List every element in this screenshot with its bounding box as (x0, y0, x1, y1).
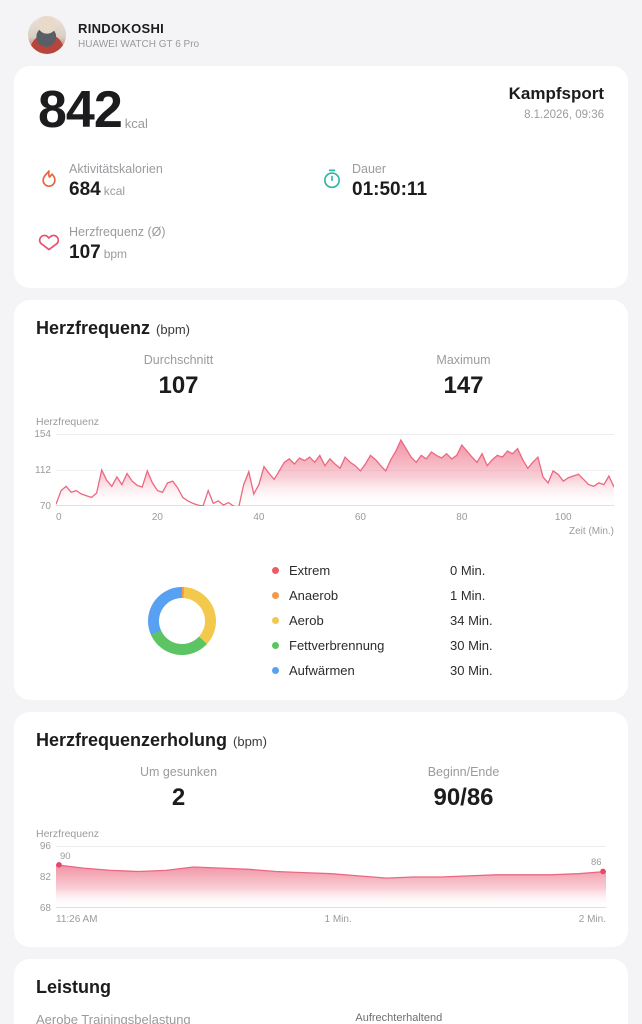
avatar[interactable] (28, 16, 66, 54)
training-load-gauge: Aufrechterhaltend (310, 1012, 606, 1024)
rec-xtick: 1 Min. (324, 914, 352, 925)
hr-xtick: 60 (354, 512, 366, 523)
hr-xtick: 40 (253, 512, 265, 523)
rec-ytick: 68 (39, 903, 51, 914)
device-name: HUAWEI WATCH GT 6 Pro (78, 38, 200, 50)
heart-rate-card: Herzfrequenz (bpm) Durchschnitt 107 Maxi… (14, 300, 628, 700)
rec-ytick: 82 (39, 872, 51, 883)
recovery-chart[interactable]: 90 86 (55, 846, 607, 908)
metric-label: Aktivitätskalorien (69, 162, 163, 176)
metric-label: Dauer (352, 162, 387, 176)
drop-label: Um gesunken (139, 765, 218, 779)
max-label: Maximum (436, 353, 491, 367)
hr-xtick: 0 (56, 512, 62, 523)
hr-xtick: 80 (456, 512, 468, 523)
section-title-unit: (bpm) (233, 734, 267, 749)
zone-row-anaerob: Anaerob 1 Min. (272, 588, 598, 603)
section-title-unit: (bpm) (156, 322, 190, 337)
metric-label: Herzfrequenz (Ø) (69, 225, 166, 239)
hr-ytick: 70 (39, 501, 51, 512)
total-calories-value: 842 (38, 81, 123, 139)
max-value: 147 (443, 372, 484, 399)
avg-label: Durchschnitt (143, 353, 214, 367)
zone-row-fettverbrennung: Fettverbrennung 30 Min. (272, 638, 598, 653)
zone-row-aerob: Aerob 34 Min. (272, 613, 598, 628)
section-title: Leistung (36, 977, 111, 997)
hr-ytick: 154 (34, 429, 51, 440)
zone-label: Aerob (289, 613, 324, 628)
zone-dot (272, 642, 279, 649)
range-label: Beginn/Ende (427, 765, 500, 779)
zone-dot (272, 667, 279, 674)
rec-start-value: 90 (60, 850, 71, 862)
hr-chart[interactable] (55, 434, 615, 509)
flame-icon (42, 170, 56, 187)
metric-unit: bpm (103, 247, 128, 261)
hr-xaxis-label: Zeit (Min.) (569, 526, 614, 537)
zone-label: Extrem (289, 563, 331, 578)
rec-ytick: 96 (39, 841, 51, 852)
metric-value: 684 (69, 179, 101, 200)
drop-value: 2 (171, 784, 186, 811)
recovery-card: Herzfrequenzerholung (bpm) Um gesunken 2… (14, 712, 628, 947)
metric-active-calories: Aktivitätskalorien 684 kcal (38, 162, 321, 201)
total-calories-unit: kcal (124, 116, 148, 131)
zone-label: Anaerob (289, 588, 339, 603)
hr-chart-ylabel: Herzfrequenz (36, 416, 100, 428)
user-header: RINDOKOSHI HUAWEI WATCH GT 6 Pro (0, 0, 642, 66)
zone-row-extrem: Extrem 0 Min. (272, 563, 598, 578)
zone-row-aufwaermen: Aufwärmen 30 Min. (272, 663, 598, 678)
rec-xtick: 11:26 AM (56, 914, 98, 925)
metric-duration: Dauer 01:50:11 (321, 162, 604, 201)
avg-value: 107 (158, 372, 199, 399)
zone-dot (272, 567, 279, 574)
zone-duration: 0 Min. (450, 563, 486, 578)
hr-xtick: 20 (151, 512, 163, 523)
zone-label: Aufwärmen (289, 663, 355, 678)
range-value: 90/86 (433, 784, 494, 811)
rec-chart-ylabel: Herzfrequenz (36, 828, 100, 840)
hr-ytick: 112 (35, 465, 51, 476)
rec-xtick: 2 Min. (578, 914, 606, 925)
zone-duration: 34 Min. (450, 613, 493, 628)
hr-xtick: 100 (554, 512, 572, 523)
metric-value: 107 (69, 242, 101, 263)
zone-dot (272, 592, 279, 599)
zone-duration: 30 Min. (450, 663, 493, 678)
workout-type: Kampfsport (508, 84, 604, 103)
donut-hole (159, 597, 205, 644)
load-label: Aerobe Trainingsbelastung (36, 1012, 191, 1024)
metric-avg-heart-rate: Herzfrequenz (Ø) 107 bpm (38, 225, 321, 264)
hr-zones-donut[interactable] (148, 586, 216, 655)
rec-end-value: 86 (591, 857, 602, 869)
timer-icon (324, 169, 340, 189)
workout-datetime: 8.1.2026, 09:36 (524, 109, 604, 121)
hr-zones: Extrem 0 Min. Anaerob 1 Min. Aerob 34 Mi… (36, 563, 606, 678)
zone-label: Fettverbrennung (289, 638, 385, 653)
section-title: Herzfrequenz (36, 318, 151, 338)
gauge-status-label: Aufrechterhaltend (355, 1012, 443, 1024)
section-title: Herzfrequenzerholung (36, 730, 228, 750)
metric-unit: kcal (103, 184, 126, 198)
performance-card: Leistung Aerobe Trainingsbelastung 2,5 A… (14, 959, 628, 1024)
zone-dot (272, 617, 279, 624)
user-name: RINDOKOSHI (78, 20, 165, 36)
heart-icon (38, 234, 60, 251)
zone-duration: 30 Min. (450, 638, 493, 653)
summary-card: 842 kcal Kampfsport 8.1.2026, 09:36 Akti… (14, 66, 628, 288)
metric-value: 01:50:11 (352, 179, 428, 200)
zone-duration: 1 Min. (450, 588, 486, 603)
